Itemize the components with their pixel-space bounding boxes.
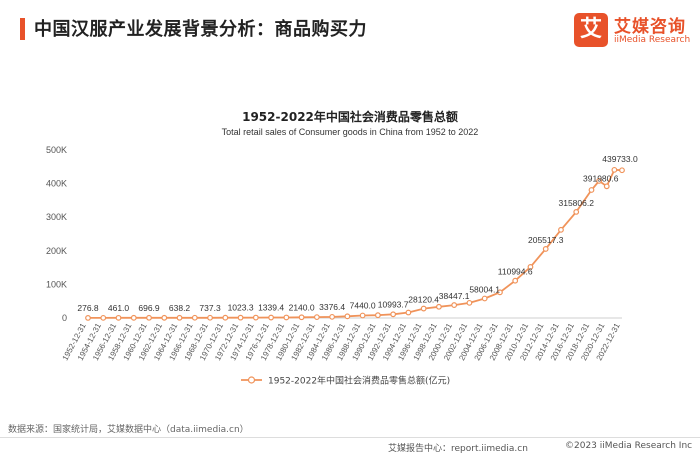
chart-title: 1952-2022年中国社会消费品零售总额 — [242, 110, 458, 124]
data-point — [436, 303, 442, 310]
data-point — [619, 167, 625, 174]
data-point — [481, 295, 488, 302]
data-label: 28120.4 — [408, 295, 439, 305]
chart-subtitle: Total retail sales of Consumer goods in … — [221, 127, 479, 137]
legend-marker — [247, 376, 256, 384]
data-label: 110994.6 — [498, 267, 533, 277]
data-label: 7440.0 — [350, 301, 376, 311]
data-point — [268, 314, 274, 321]
data-point — [451, 302, 458, 308]
data-label: 1339.4 — [258, 303, 284, 313]
data-point — [161, 314, 168, 321]
data-point — [603, 183, 610, 190]
data-label: 38447.1 — [439, 291, 470, 301]
data-point — [596, 178, 603, 184]
legend-label: 1952-2022年中国社会消费品零售总额(亿元) — [268, 375, 450, 387]
data-point — [176, 314, 183, 321]
data-point — [313, 314, 320, 321]
data-point — [466, 299, 473, 306]
data-point — [390, 311, 397, 318]
y-tick-label: 0 — [62, 313, 67, 323]
data-label: 3376.4 — [319, 302, 345, 312]
brand-logo: 艾 艾媒咨询 iiMedia Research — [574, 11, 694, 51]
data-point — [191, 314, 198, 321]
data-point — [542, 246, 549, 252]
data-point — [252, 314, 259, 321]
data-point — [611, 166, 618, 173]
page-title: 中国汉服产业发展背景分析：商品购买力 — [34, 19, 367, 40]
y-tick-label: 500K — [46, 145, 67, 155]
data-label: 696.9 — [138, 303, 160, 313]
data-point — [527, 264, 534, 270]
data-point — [222, 314, 229, 321]
data-label: 638.2 — [169, 303, 191, 313]
data-label: 2140.0 — [289, 302, 315, 312]
title-accent-bar — [20, 18, 25, 40]
data-point — [420, 305, 427, 312]
data-label: 205517.3 — [528, 235, 564, 245]
logo-text-en: iiMedia Research — [614, 35, 691, 45]
data-label: 1023.3 — [228, 303, 254, 313]
footer-divider — [0, 437, 700, 438]
data-point — [85, 315, 91, 321]
data-point — [100, 314, 107, 321]
data-point — [130, 314, 137, 321]
data-point — [573, 208, 580, 215]
line-chart: 0100K200K300K400K500K1952-12-311954-12-3… — [46, 145, 638, 387]
data-point — [558, 226, 564, 233]
data-source-note: 数据来源：国家统计局，艾媒数据中心（data.iimedia.cn） — [8, 425, 249, 435]
data-point — [283, 314, 290, 321]
data-point — [344, 313, 351, 320]
y-tick-label: 400K — [46, 179, 67, 189]
data-point — [512, 277, 519, 284]
data-label: 439733.0 — [602, 154, 638, 164]
data-point — [207, 314, 213, 321]
logo-icon: 艾 — [574, 13, 608, 47]
y-tick-label: 200K — [46, 246, 67, 256]
data-point — [374, 312, 381, 319]
data-label: 276.8 — [77, 303, 99, 313]
data-point — [497, 289, 503, 296]
data-point — [115, 314, 122, 321]
data-point — [298, 314, 305, 321]
logo-text-cn: 艾媒咨询 — [614, 17, 686, 37]
data-label: 10993.7 — [378, 299, 409, 309]
data-point — [359, 312, 366, 319]
data-point — [329, 313, 336, 320]
report-center-link[interactable]: 艾媒报告中心：report.iimedia.cn — [388, 444, 528, 454]
data-label: 737.3 — [199, 303, 221, 313]
copyright-text: ©2023 iiMedia Research Inc — [565, 441, 693, 451]
data-label: 391980.6 — [583, 173, 619, 183]
data-point — [405, 309, 412, 316]
data-label: 315806.2 — [559, 198, 595, 208]
data-point — [237, 314, 244, 321]
data-point — [146, 314, 152, 321]
data-label: 461.0 — [108, 303, 130, 313]
y-tick-label: 300K — [46, 212, 67, 222]
data-point — [588, 187, 595, 193]
data-label: 58004.1 — [469, 285, 500, 295]
y-tick-label: 100K — [46, 279, 67, 289]
